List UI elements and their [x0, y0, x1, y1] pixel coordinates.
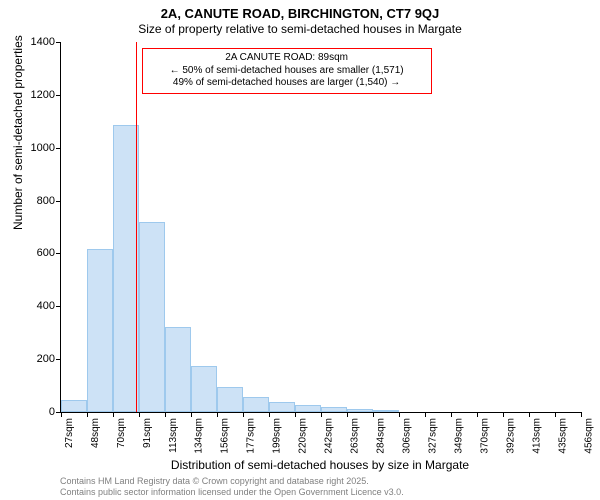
ytick-mark	[56, 42, 61, 43]
ytick-mark	[56, 95, 61, 96]
xtick-text: 177sqm	[246, 418, 257, 454]
xtick-mark	[529, 412, 530, 417]
xtick-mark	[321, 412, 322, 417]
xtick-text: 156sqm	[220, 418, 231, 454]
reference-line	[136, 42, 137, 412]
xtick-mark	[373, 412, 374, 417]
xtick-text: 306sqm	[402, 418, 413, 454]
footer-line-2: Contains public sector information licen…	[60, 487, 404, 498]
histogram-bar	[217, 387, 243, 412]
ytick-label: 200	[15, 353, 55, 365]
xtick-mark	[451, 412, 452, 417]
ytick-label: 600	[15, 247, 55, 259]
plot-area: 020040060080010001200140027sqm48sqm70sqm…	[60, 42, 580, 412]
xtick-mark	[269, 412, 270, 417]
histogram-bar	[61, 400, 87, 412]
histogram-bar	[87, 249, 113, 412]
histogram-bar	[321, 407, 347, 412]
x-axis-label: Distribution of semi-detached houses by …	[60, 458, 580, 472]
ytick-label: 1200	[15, 89, 55, 101]
xtick-text: 435sqm	[558, 418, 569, 454]
chart-container: 2A, CANUTE ROAD, BIRCHINGTON, CT7 9QJ Si…	[0, 0, 600, 500]
footer-line-1: Contains HM Land Registry data © Crown c…	[60, 476, 404, 487]
xtick-text: 349sqm	[454, 418, 465, 454]
xtick-mark	[347, 412, 348, 417]
ytick-mark	[56, 201, 61, 202]
histogram-bar	[269, 402, 295, 412]
xtick-mark	[555, 412, 556, 417]
chart-title-main: 2A, CANUTE ROAD, BIRCHINGTON, CT7 9QJ	[0, 6, 600, 21]
xtick-text: 263sqm	[350, 418, 361, 454]
xtick-mark	[399, 412, 400, 417]
ytick-label: 400	[15, 300, 55, 312]
xtick-mark	[477, 412, 478, 417]
histogram-bar	[243, 397, 269, 412]
chart-title-sub: Size of property relative to semi-detach…	[0, 22, 600, 36]
histogram-bar	[165, 327, 191, 412]
histogram-bar	[347, 409, 373, 412]
xtick-mark	[87, 412, 88, 417]
plot-inner: 020040060080010001200140027sqm48sqm70sqm…	[60, 42, 581, 413]
xtick-mark	[425, 412, 426, 417]
xtick-text: 27sqm	[64, 418, 75, 448]
ytick-label: 1400	[15, 36, 55, 48]
xtick-mark	[243, 412, 244, 417]
ytick-label: 1000	[15, 142, 55, 154]
xtick-mark	[503, 412, 504, 417]
ytick-mark	[56, 359, 61, 360]
xtick-mark	[581, 412, 582, 417]
xtick-text: 113sqm	[168, 418, 179, 453]
ytick-mark	[56, 148, 61, 149]
xtick-mark	[61, 412, 62, 417]
xtick-text: 284sqm	[376, 418, 387, 454]
xtick-mark	[295, 412, 296, 417]
histogram-bar	[373, 410, 399, 412]
xtick-text: 220sqm	[298, 418, 309, 454]
xtick-text: 392sqm	[506, 418, 517, 454]
xtick-text: 134sqm	[194, 418, 205, 454]
xtick-text: 413sqm	[532, 418, 543, 454]
ytick-label: 0	[15, 406, 55, 418]
xtick-mark	[113, 412, 114, 417]
xtick-text: 456sqm	[584, 418, 595, 454]
histogram-bar	[139, 222, 165, 412]
info-line-1: 2A CANUTE ROAD: 89sqm	[149, 52, 425, 65]
ytick-label: 800	[15, 195, 55, 207]
xtick-text: 91sqm	[142, 418, 153, 448]
xtick-mark	[217, 412, 218, 417]
ytick-mark	[56, 253, 61, 254]
info-line-3: 49% of semi-detached houses are larger (…	[149, 77, 425, 90]
histogram-bar	[295, 405, 321, 412]
xtick-text: 327sqm	[428, 418, 439, 454]
xtick-text: 370sqm	[480, 418, 491, 454]
histogram-bar	[191, 366, 217, 412]
xtick-mark	[139, 412, 140, 417]
histogram-bar	[113, 125, 139, 412]
xtick-text: 199sqm	[272, 418, 283, 454]
info-line-2: ← 50% of semi-detached houses are smalle…	[149, 65, 425, 78]
chart-footer: Contains HM Land Registry data © Crown c…	[60, 476, 404, 498]
ytick-mark	[56, 306, 61, 307]
xtick-text: 70sqm	[116, 418, 127, 448]
info-box: 2A CANUTE ROAD: 89sqm← 50% of semi-detac…	[142, 48, 432, 94]
xtick-mark	[191, 412, 192, 417]
xtick-text: 242sqm	[324, 418, 335, 454]
xtick-mark	[165, 412, 166, 417]
xtick-text: 48sqm	[90, 418, 101, 448]
